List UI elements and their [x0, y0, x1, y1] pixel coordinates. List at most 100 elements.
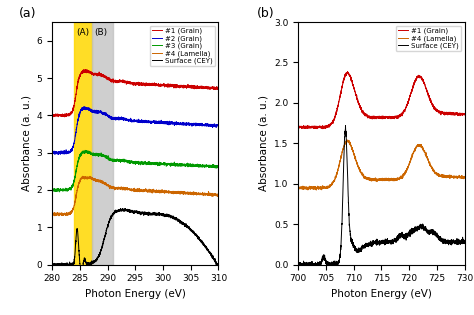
#4 (Lamella) [344, 138, 349, 142]
Line: Surface (CEY): Surface (CEY) [298, 126, 465, 267]
Surface (CEY) [181, 223, 186, 226]
#4 (Lamella) [211, 192, 217, 196]
#3 (Grain) [216, 164, 221, 168]
#1 (Grain) [462, 112, 467, 116]
#4 (Lamella) [80, 174, 86, 178]
Surface (CEY) [216, 265, 221, 269]
#1 (Grain) [372, 115, 378, 119]
#1 (Grain) [58, 113, 64, 117]
Text: (A): (A) [76, 28, 89, 37]
#2 (Grain) [55, 152, 61, 156]
Text: (b): (b) [256, 7, 274, 20]
#1 (Grain) [211, 86, 217, 89]
#1 (Grain) [296, 127, 301, 131]
Surface (CEY) [120, 207, 126, 210]
#4 (Lamella) [126, 187, 132, 191]
#2 (Grain) [130, 118, 136, 122]
Surface (CEY) [304, 264, 310, 268]
Line: #1 (Grain): #1 (Grain) [298, 72, 465, 129]
Surface (CEY) [372, 240, 378, 244]
#4 (Lamella) [56, 214, 62, 218]
#1 (Grain) [130, 81, 136, 84]
#4 (Lamella) [49, 212, 55, 216]
#1 (Grain) [211, 88, 217, 91]
#1 (Grain) [82, 68, 88, 72]
Surface (CEY) [376, 241, 382, 244]
Surface (CEY) [130, 210, 136, 214]
Legend: #1 (Grain), #4 (Lamella), Surface (CEY): #1 (Grain), #4 (Lamella), Surface (CEY) [396, 26, 461, 51]
Legend: #1 (Grain), #2 (Grain), #3 (Grain), #4 (Lamella), Surface (CEY): #1 (Grain), #2 (Grain), #3 (Grain), #4 (… [150, 26, 215, 66]
X-axis label: Photon Energy (eV): Photon Energy (eV) [85, 289, 186, 299]
Y-axis label: Absorbance (a. u.): Absorbance (a. u.) [259, 95, 269, 191]
#4 (Lamella) [457, 175, 463, 179]
Surface (CEY) [297, 265, 303, 269]
Surface (CEY) [457, 240, 463, 243]
#2 (Grain) [82, 105, 88, 109]
#1 (Grain) [427, 97, 432, 100]
#3 (Grain) [211, 165, 217, 169]
Surface (CEY) [295, 262, 301, 266]
Line: #1 (Grain): #1 (Grain) [52, 70, 219, 117]
#4 (Lamella) [457, 175, 463, 179]
Y-axis label: Absorbance (a. u.): Absorbance (a. u.) [21, 95, 31, 191]
Line: #4 (Lamella): #4 (Lamella) [52, 176, 219, 216]
#3 (Grain) [130, 160, 136, 163]
#4 (Lamella) [427, 162, 432, 166]
#4 (Lamella) [372, 177, 378, 181]
#2 (Grain) [126, 119, 132, 123]
#4 (Lamella) [295, 185, 301, 189]
#4 (Lamella) [305, 188, 311, 192]
#3 (Grain) [56, 190, 62, 194]
#4 (Lamella) [211, 194, 217, 198]
#4 (Lamella) [216, 195, 221, 198]
Surface (CEY) [211, 257, 217, 261]
Surface (CEY) [58, 263, 64, 267]
Line: #4 (Lamella): #4 (Lamella) [298, 140, 465, 190]
#3 (Grain) [82, 148, 88, 152]
#2 (Grain) [49, 151, 55, 155]
Bar [92, 22, 113, 265]
#1 (Grain) [216, 86, 221, 89]
Surface (CEY) [79, 274, 84, 278]
#3 (Grain) [58, 188, 64, 192]
#1 (Grain) [345, 70, 350, 74]
#1 (Grain) [457, 113, 463, 117]
Bar [74, 22, 92, 265]
#4 (Lamella) [58, 212, 64, 216]
Line: #2 (Grain): #2 (Grain) [52, 107, 219, 154]
#1 (Grain) [295, 124, 301, 128]
Line: Surface (CEY): Surface (CEY) [52, 209, 219, 276]
#4 (Lamella) [181, 191, 186, 195]
#1 (Grain) [62, 115, 67, 119]
#4 (Lamella) [462, 175, 467, 179]
#3 (Grain) [49, 187, 55, 191]
#2 (Grain) [58, 151, 64, 154]
Surface (CEY) [457, 240, 463, 244]
Surface (CEY) [343, 124, 348, 128]
#2 (Grain) [181, 122, 186, 125]
#1 (Grain) [181, 84, 186, 88]
#1 (Grain) [304, 126, 310, 129]
#3 (Grain) [211, 165, 217, 169]
#4 (Lamella) [304, 186, 310, 190]
Surface (CEY) [462, 240, 467, 243]
Surface (CEY) [49, 262, 55, 266]
#3 (Grain) [181, 163, 186, 167]
Text: (B): (B) [94, 28, 108, 37]
#1 (Grain) [376, 116, 382, 120]
Surface (CEY) [427, 229, 432, 233]
#2 (Grain) [216, 123, 221, 127]
#1 (Grain) [49, 112, 55, 116]
Surface (CEY) [211, 257, 217, 261]
Line: #3 (Grain): #3 (Grain) [52, 150, 219, 192]
#2 (Grain) [211, 123, 217, 127]
Surface (CEY) [126, 209, 132, 213]
#2 (Grain) [211, 124, 217, 128]
Text: (a): (a) [19, 7, 36, 20]
X-axis label: Photon Energy (eV): Photon Energy (eV) [331, 289, 432, 299]
#1 (Grain) [457, 112, 463, 115]
#4 (Lamella) [376, 178, 382, 181]
#4 (Lamella) [130, 188, 136, 192]
#1 (Grain) [126, 81, 132, 85]
#3 (Grain) [126, 159, 132, 163]
